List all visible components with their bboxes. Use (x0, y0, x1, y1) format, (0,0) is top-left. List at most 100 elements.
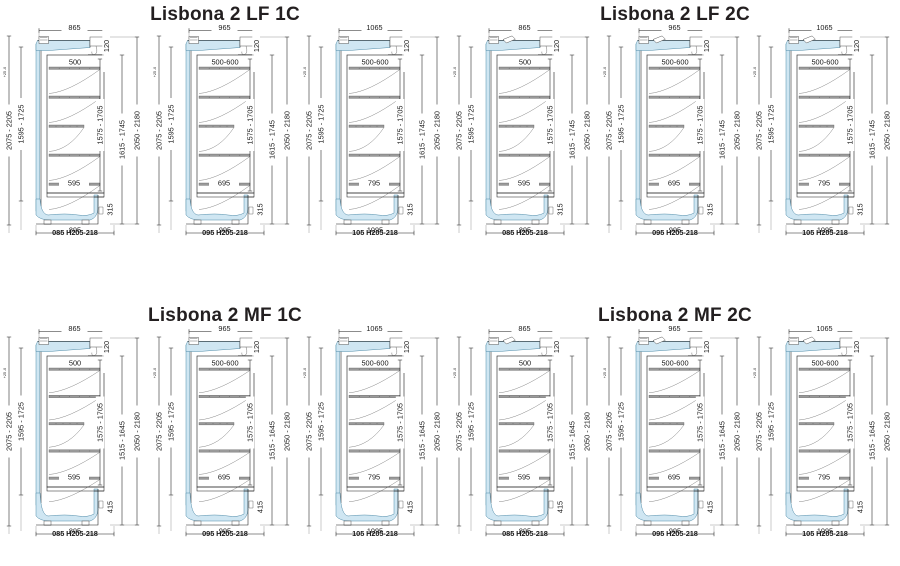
svg-text:2050 - 2180: 2050 - 2180 (133, 412, 142, 451)
svg-text:1095: 1095 (367, 225, 383, 234)
svg-text:995: 995 (219, 225, 231, 234)
unit-caption: 095 H205-218 (652, 529, 698, 538)
cabinet-drawing-lf-2c-2: 1065 2075 - 2205 +25 -0 1595 - 1725 500-60… (750, 0, 900, 283)
svg-text:1575 - 1705: 1575 - 1705 (96, 403, 105, 442)
svg-text:1595 - 1725: 1595 - 1725 (767, 402, 776, 441)
cabinet-section-svg: 1065 2075 - 2205 +25 -0 1595 - 1725 500-60… (753, 20, 892, 236)
svg-text:1615 - 1745: 1615 - 1745 (118, 120, 127, 159)
svg-text:1595 - 1725: 1595 - 1725 (617, 105, 626, 144)
svg-text:500-600: 500-600 (211, 58, 238, 67)
svg-text:1065: 1065 (816, 23, 832, 32)
svg-text:1615 - 1745: 1615 - 1745 (868, 120, 877, 159)
unit-caption: 105 H205-218 (352, 529, 398, 538)
svg-text:595: 595 (68, 472, 80, 481)
cabinet-drawing-lf-1c-0: 865 2075 - 2205 +25 -0 1595 - 1725 500 595 … (0, 0, 150, 283)
svg-text:500-600: 500-600 (811, 58, 838, 67)
svg-text:1595 - 1725: 1595 - 1725 (167, 105, 176, 144)
svg-text:+25 -0: +25 -0 (153, 67, 157, 77)
unit-caption: 095 H205-218 (202, 228, 248, 237)
svg-text:2075 - 2205: 2075 - 2205 (155, 111, 164, 150)
svg-text:1575 - 1705: 1575 - 1705 (846, 106, 855, 145)
svg-text:1515 - 1645: 1515 - 1645 (268, 421, 277, 460)
svg-text:1575 - 1705: 1575 - 1705 (396, 106, 405, 145)
svg-text:315: 315 (406, 203, 415, 215)
svg-text:+25 -0: +25 -0 (303, 67, 307, 77)
svg-text:2075 - 2205: 2075 - 2205 (755, 412, 764, 451)
cabinet-section-svg: 1065 2075 - 2205 +25 -0 1595 - 1725 500-60… (303, 321, 442, 537)
svg-text:895: 895 (69, 225, 81, 234)
svg-text:1515 - 1645: 1515 - 1645 (868, 421, 877, 460)
unit-caption: 085 H205-218 (52, 529, 98, 538)
svg-text:2050 - 2180: 2050 - 2180 (283, 111, 292, 150)
svg-text:795: 795 (818, 178, 830, 187)
unit-caption: 085 H205-218 (502, 529, 548, 538)
svg-text:315: 315 (556, 203, 565, 215)
svg-text:895: 895 (519, 526, 531, 535)
unit-caption: 105 H205-218 (802, 529, 848, 538)
unit-caption: 085 H205-218 (502, 228, 548, 237)
svg-text:1515 - 1645: 1515 - 1645 (118, 421, 127, 460)
svg-text:500-600: 500-600 (811, 359, 838, 368)
svg-text:315: 315 (856, 203, 865, 215)
svg-text:1095: 1095 (817, 225, 833, 234)
svg-text:2075 - 2205: 2075 - 2205 (455, 412, 464, 451)
unit-caption: 095 H205-218 (202, 529, 248, 538)
drawing-group-mf-2c: Lisbona 2 MF 2C 865 2075 - 2205 +25 -0 15… (450, 283, 900, 566)
svg-text:1595 - 1725: 1595 - 1725 (17, 402, 26, 441)
svg-text:120: 120 (252, 341, 261, 353)
svg-text:1575 - 1705: 1575 - 1705 (696, 106, 705, 145)
group-title-mf-1c: Lisbona 2 MF 1C (148, 305, 302, 326)
unit-caption: 095 H205-218 (652, 228, 698, 237)
svg-text:1595 - 1725: 1595 - 1725 (317, 402, 326, 441)
svg-text:+25 -0: +25 -0 (753, 67, 757, 77)
svg-text:595: 595 (68, 178, 80, 187)
cabinet-drawing-mf-2c-2: 1065 2075 - 2205 +25 -0 1595 - 1725 500-60… (750, 283, 900, 566)
cabinet-drawing-lf-1c-2: 1065 2075 - 2205 +25 -0 1595 - 1725 500-60… (300, 0, 450, 283)
svg-text:2050 - 2180: 2050 - 2180 (583, 412, 592, 451)
cabinet-drawing-mf-2c-1: 965 2075 - 2205 +25 -0 1595 - 1725 500-600… (600, 283, 750, 566)
svg-text:2075 - 2205: 2075 - 2205 (605, 412, 614, 451)
cabinet-section-svg: 965 2075 - 2205 +25 -0 1595 - 1725 500-600… (153, 20, 292, 236)
svg-text:1095: 1095 (367, 526, 383, 535)
drawing-group-lf-2c: Lisbona 2 LF 2C 865 2075 - 2205 +25 -0 15… (450, 0, 900, 283)
svg-text:865: 865 (68, 324, 80, 333)
svg-text:865: 865 (68, 23, 80, 32)
unit-caption: 105 H205-218 (802, 228, 848, 237)
svg-text:965: 965 (668, 23, 680, 32)
svg-text:2050 - 2180: 2050 - 2180 (133, 111, 142, 150)
svg-text:500: 500 (69, 359, 81, 368)
cabinet-section-svg: 865 2075 - 2205+25 -0 1595 - 1725500595 … (453, 321, 592, 537)
svg-text:415: 415 (106, 501, 115, 513)
svg-text:895: 895 (519, 225, 531, 234)
svg-text:120: 120 (252, 40, 261, 52)
cabinet-section-svg: 965 2075 - 2205 +25 -0 1595 - 1725 500-600… (153, 321, 292, 537)
svg-text:795: 795 (818, 472, 830, 481)
svg-text:500-600: 500-600 (361, 359, 388, 368)
drawing-group-mf-1c: Lisbona 2 MF 1C 865 2075 - 2205 +25 -0 15… (0, 283, 450, 566)
svg-text:695: 695 (218, 178, 230, 187)
svg-text:2050 - 2180: 2050 - 2180 (583, 111, 592, 150)
svg-text:500-600: 500-600 (211, 359, 238, 368)
svg-text:795: 795 (368, 178, 380, 187)
svg-text:965: 965 (218, 23, 230, 32)
svg-text:1595 - 1725: 1595 - 1725 (17, 105, 26, 144)
svg-text:1515 - 1645: 1515 - 1645 (418, 421, 427, 460)
group-title-lf-1c: Lisbona 2 LF 1C (150, 4, 300, 25)
svg-text:415: 415 (406, 501, 415, 513)
cabinet-section-svg: 965 2075 - 2205 +25 -0 1595 - 1725 500-600… (603, 321, 742, 537)
cabinet-section-svg: 865 2075 - 2205+25 -0 1595 - 1725500595 … (453, 20, 592, 236)
svg-text:+25 -0: +25 -0 (3, 67, 7, 77)
svg-text:500: 500 (519, 58, 531, 67)
svg-text:695: 695 (668, 472, 680, 481)
svg-text:595: 595 (518, 178, 530, 187)
svg-text:120: 120 (402, 40, 411, 52)
svg-text:1595 - 1725: 1595 - 1725 (467, 105, 476, 144)
unit-caption: 085 H205-218 (52, 228, 98, 237)
cabinet-section-svg: 865 2075 - 2205+25 -0 1595 - 1725500595 … (3, 20, 142, 236)
svg-text:1575 - 1705: 1575 - 1705 (246, 106, 255, 145)
svg-text:2075 - 2205: 2075 - 2205 (305, 412, 314, 451)
svg-text:500: 500 (519, 359, 531, 368)
svg-text:120: 120 (552, 341, 561, 353)
svg-text:995: 995 (669, 225, 681, 234)
svg-text:+25 -0: +25 -0 (153, 368, 157, 378)
